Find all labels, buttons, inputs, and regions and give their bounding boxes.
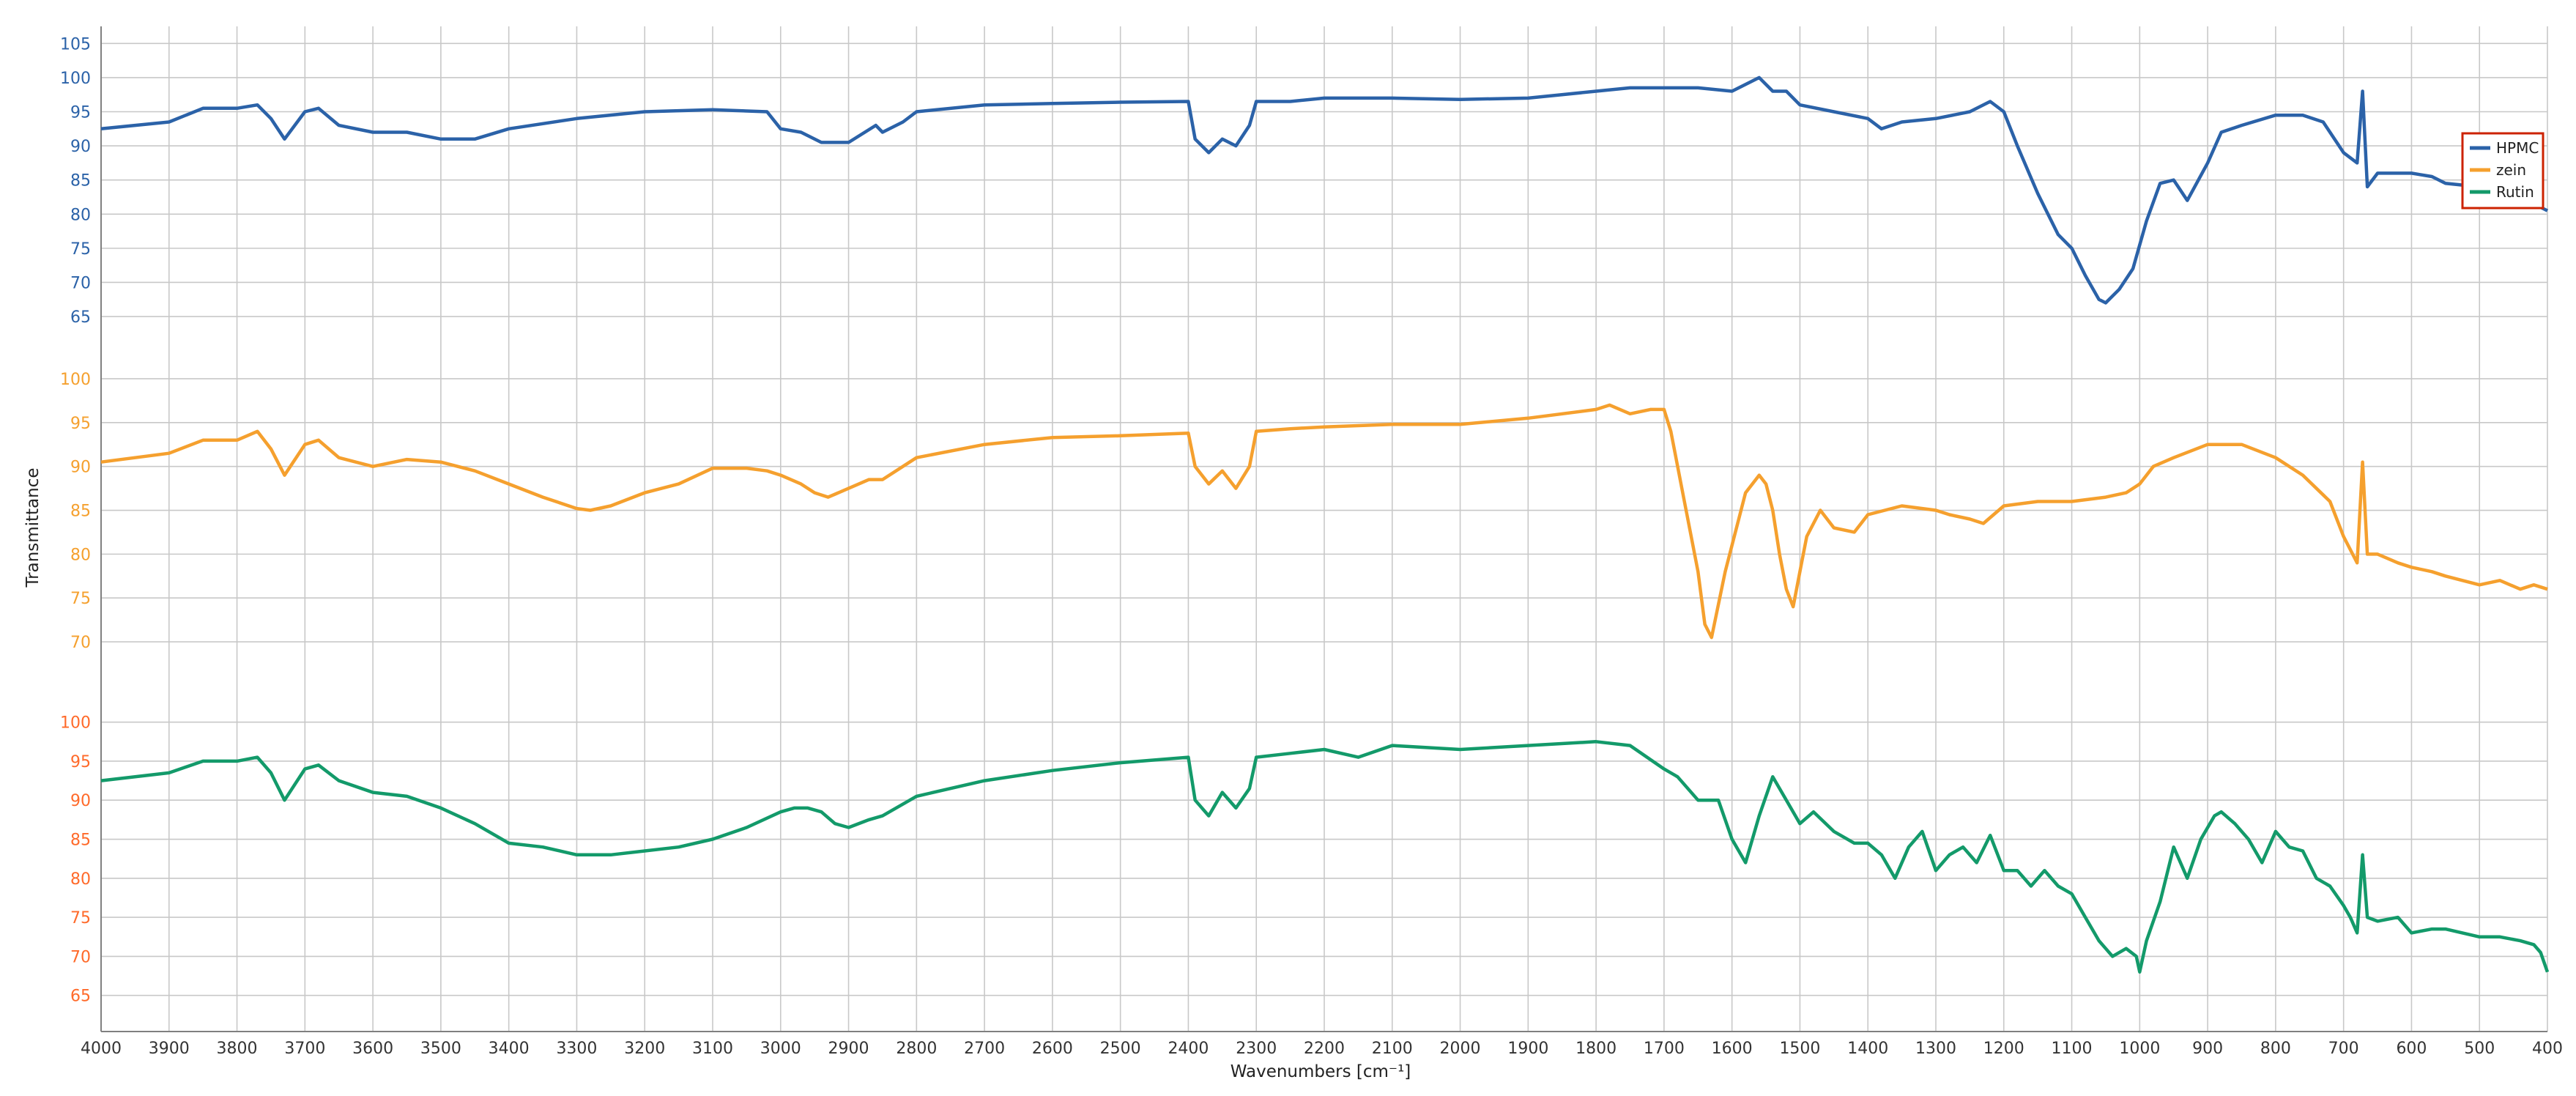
x-tick-label: 1200 — [1983, 1040, 2024, 1058]
x-tick-label: 3000 — [760, 1040, 801, 1058]
x-tick-label: 3900 — [149, 1040, 190, 1058]
y-tick-label: 100 — [60, 371, 91, 389]
x-tick-label: 400 — [2532, 1040, 2563, 1058]
x-tick-label: 2200 — [1304, 1040, 1345, 1058]
y-tick-label: 65 — [70, 988, 91, 1006]
x-tick-label: 2100 — [1372, 1040, 1413, 1058]
x-tick-label: 3600 — [352, 1040, 393, 1058]
x-tick-label: 1400 — [1847, 1040, 1888, 1058]
series-line-zein — [100, 403, 2548, 640]
x-tick-label: 3300 — [556, 1040, 597, 1058]
x-tick-label: 3100 — [692, 1040, 733, 1058]
y-tick-label: 85 — [70, 172, 91, 190]
y-tick-label: 65 — [70, 308, 91, 327]
axis-layer: 4000 3900 3800 3700 3600 3500 3400 3300 3200 3100… — [60, 26, 2563, 1058]
y-tick-label: 95 — [70, 415, 91, 433]
legend: HPMC zein Rutin — [2461, 132, 2545, 210]
x-tick-label: 1600 — [1712, 1040, 1753, 1058]
x-tick-label: 1700 — [1644, 1040, 1685, 1058]
y-tick-label: 105 — [60, 35, 91, 53]
grid-layer — [100, 26, 2548, 1032]
x-tick-label: 2300 — [1236, 1040, 1277, 1058]
x-tick-label: 2700 — [964, 1040, 1005, 1058]
y-tick-label: 95 — [70, 753, 91, 771]
x-tick-label: 3400 — [489, 1040, 530, 1058]
x-tick-label: 3500 — [420, 1040, 461, 1058]
y-tick-label: 75 — [70, 590, 91, 608]
x-tick-label: 900 — [2192, 1040, 2223, 1058]
x-tick-label: 1000 — [2119, 1040, 2160, 1058]
y-tick-label: 85 — [70, 832, 91, 850]
x-tick-label: 800 — [2260, 1040, 2291, 1058]
x-tick-label: 3200 — [624, 1040, 665, 1058]
x-tick-label: 3700 — [284, 1040, 325, 1058]
x-tick-label: 1900 — [1507, 1040, 1548, 1058]
x-axis-title: Wavenumbers [cm⁻¹] — [1231, 1062, 1411, 1081]
x-tick-label: 2500 — [1100, 1040, 1141, 1058]
x-tick-label: 3800 — [217, 1040, 258, 1058]
x-tick-label: 700 — [2328, 1040, 2359, 1058]
y-tick-label: 70 — [70, 948, 91, 966]
y-tick-label: 80 — [70, 206, 91, 224]
y-tick-label: 85 — [70, 503, 91, 521]
x-tick-label: 2000 — [1440, 1040, 1481, 1058]
x-tick-label: 1500 — [1779, 1040, 1820, 1058]
y-tick-label: 75 — [70, 240, 91, 259]
y-tick-label: 80 — [70, 870, 91, 889]
y-tick-label: 100 — [60, 714, 91, 733]
series-line-hpmc — [100, 75, 2549, 305]
y-tick-label: 90 — [70, 792, 91, 810]
x-tick-label: 1800 — [1575, 1040, 1617, 1058]
legend-label: Rutin — [2496, 183, 2534, 201]
x-tick-label: 1100 — [2052, 1040, 2093, 1058]
x-tick-label: 2800 — [896, 1040, 937, 1058]
series-layer — [100, 75, 2550, 974]
x-tick-label: 2900 — [828, 1040, 869, 1058]
x-tick-label: 500 — [2464, 1040, 2495, 1058]
legend-label: HPMC — [2496, 139, 2539, 157]
y-tick-label: 100 — [60, 70, 91, 88]
y-tick-label: 95 — [70, 104, 91, 122]
y-tick-label: 70 — [70, 274, 91, 292]
y-tick-label: 80 — [70, 546, 91, 564]
y-tick-label: 70 — [70, 634, 91, 652]
x-tick-label: 600 — [2396, 1040, 2427, 1058]
y-tick-label: 90 — [70, 459, 91, 477]
y-axis-title: Transmittance — [23, 467, 42, 588]
series-line-rutin — [100, 740, 2550, 974]
x-tick-label: 1300 — [1915, 1040, 1956, 1058]
x-tick-label: 2600 — [1032, 1040, 1073, 1058]
legend-label: zein — [2496, 161, 2526, 179]
x-tick-label: 4000 — [81, 1040, 122, 1058]
y-tick-label: 90 — [70, 138, 91, 156]
y-tick-label: 75 — [70, 909, 91, 927]
x-tick-label: 2400 — [1168, 1040, 1209, 1058]
